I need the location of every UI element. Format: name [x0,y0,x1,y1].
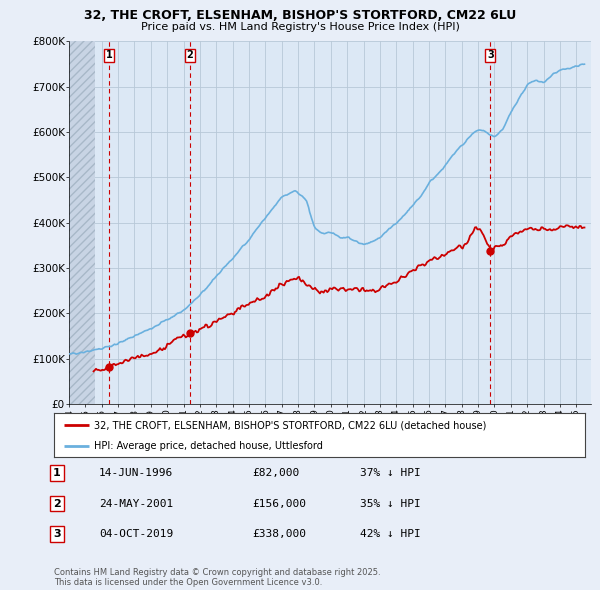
Text: 1: 1 [53,468,61,478]
Text: £82,000: £82,000 [252,468,299,478]
Text: 42% ↓ HPI: 42% ↓ HPI [360,529,421,539]
Text: 2: 2 [187,50,193,60]
Text: 3: 3 [487,50,494,60]
Text: 32, THE CROFT, ELSENHAM, BISHOP'S STORTFORD, CM22 6LU (detached house): 32, THE CROFT, ELSENHAM, BISHOP'S STORTF… [94,421,486,430]
Text: £156,000: £156,000 [252,499,306,509]
Text: HPI: Average price, detached house, Uttlesford: HPI: Average price, detached house, Uttl… [94,441,323,451]
Bar [69,41,95,404]
Text: 3: 3 [53,529,61,539]
Text: 14-JUN-1996: 14-JUN-1996 [99,468,173,478]
Text: 35% ↓ HPI: 35% ↓ HPI [360,499,421,509]
Text: 04-OCT-2019: 04-OCT-2019 [99,529,173,539]
Text: Contains HM Land Registry data © Crown copyright and database right 2025.
This d: Contains HM Land Registry data © Crown c… [54,568,380,587]
Text: 32, THE CROFT, ELSENHAM, BISHOP'S STORTFORD, CM22 6LU: 32, THE CROFT, ELSENHAM, BISHOP'S STORTF… [84,9,516,22]
Text: 24-MAY-2001: 24-MAY-2001 [99,499,173,509]
Text: 37% ↓ HPI: 37% ↓ HPI [360,468,421,478]
Text: 2: 2 [53,499,61,509]
Text: 1: 1 [106,50,113,60]
Text: Price paid vs. HM Land Registry's House Price Index (HPI): Price paid vs. HM Land Registry's House … [140,22,460,32]
Text: £338,000: £338,000 [252,529,306,539]
